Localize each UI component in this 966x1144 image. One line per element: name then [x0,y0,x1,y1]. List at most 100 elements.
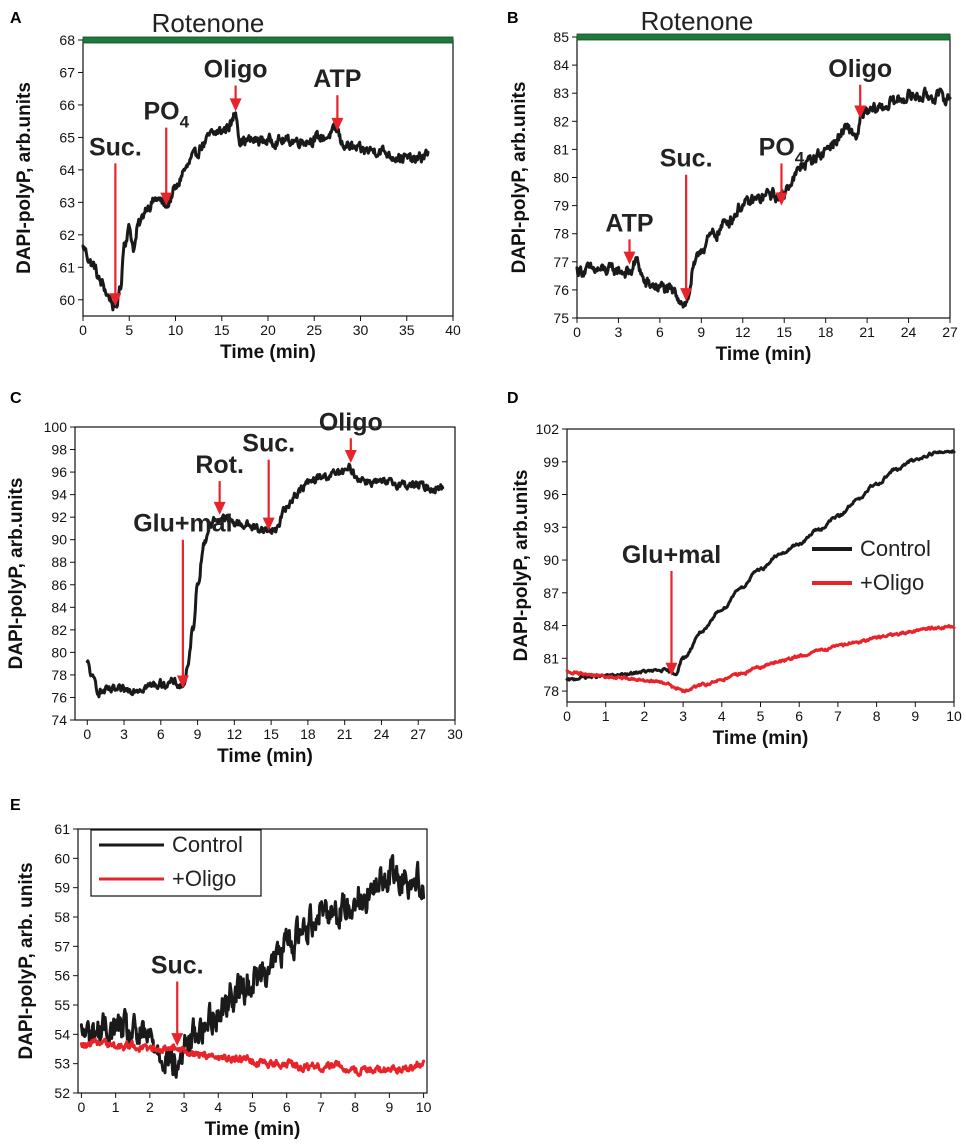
x-tick-label: 15 [263,726,279,742]
y-tick-label: 56 [54,968,70,984]
y-tick-label: 68 [59,32,75,48]
series-line-trace [85,462,445,699]
legend-label: +Oligo [172,866,236,891]
annotation-label: Suc. [89,133,142,161]
x-tick-label: 6 [157,726,165,742]
panel-letter-e: E [10,797,21,814]
y-tick-label: 76 [51,689,67,705]
x-tick-label: 9 [697,324,705,340]
y-tick-label: 66 [59,97,75,113]
x-tick-label: 10 [946,708,962,724]
x-tick-label: 40 [445,322,461,338]
x-tick-label: 35 [399,322,415,338]
panel-letter-c: C [10,390,22,407]
arrow-head [665,662,678,676]
x-axis-title: Time (min) [205,1119,301,1140]
x-tick-label: 9 [194,726,202,742]
y-tick-label: 84 [553,57,569,73]
y-tick-label: 65 [59,129,75,145]
panel-b: B 0 3 6 9 12 15 18 21 24 27 75 76 77 78 79 80 81 82 83 84 85… [507,6,958,365]
y-tick-label: 96 [51,464,67,480]
x-tick-label: 12 [227,726,243,742]
annotation-label: PO4 [759,133,805,167]
y-tick-label: 98 [51,442,67,458]
rotenone-label: Rotenone [641,6,754,36]
arrow-head [344,450,357,464]
x-tick-label: 0 [563,708,571,724]
arrow-head [775,192,788,206]
series-line-oligo [565,624,956,694]
panel-letter-d: D [507,390,519,407]
x-tick-label: 25 [306,322,322,338]
series-line-trace [81,111,430,312]
y-tick-label: 61 [54,821,70,837]
x-tick-label: 5 [125,322,133,338]
x-tick-label: 4 [718,708,726,724]
rotenone-label: Rotenone [152,8,265,38]
annotation-label: Glu+mal [133,510,232,538]
y-tick-label: 60 [54,850,70,866]
x-tick-label: 7 [317,1099,325,1115]
x-tick-label: 30 [353,322,369,338]
plot-frame [576,36,951,319]
y-tick-label: 92 [51,509,67,525]
y-tick-label: 76 [553,282,569,298]
y-tick-label: 90 [543,552,559,568]
x-tick-label: 9 [911,708,919,724]
y-tick-label: 59 [54,880,70,896]
panel-c: C 0 3 6 9 12 15 18 21 24 27 30 74 76 78 80 82 84 86 88 90 92… [6,390,463,767]
x-tick-label: 2 [146,1099,154,1115]
x-axis-title: Time (min) [217,746,313,767]
annotation-label: ATP [313,65,361,93]
x-tick-label: 20 [260,322,276,338]
y-tick-label: 74 [51,712,67,728]
annotation-label: Glu+mal [622,541,721,569]
x-tick-label: 10 [168,322,184,338]
x-tick-label: 0 [79,322,87,338]
series-line-trace [575,86,952,309]
y-tick-label: 87 [543,585,559,601]
x-tick-label: 2 [641,708,649,724]
y-tick-label: 88 [51,554,67,570]
arrow-head [213,501,226,515]
y-tick-label: 93 [543,519,559,535]
annotation-label: Suc. [660,145,713,173]
y-tick-label: 77 [553,254,569,270]
y-tick-label: 60 [59,292,75,308]
y-tick-label: 86 [51,577,67,593]
arrow-head [680,288,693,302]
annotation-label: PO4 [143,98,189,132]
x-tick-label: 3 [615,324,623,340]
x-tick-label: 6 [283,1099,291,1115]
x-tick-label: 8 [351,1099,359,1115]
annotation-label: Oligo [204,55,268,83]
arrow-head [229,98,242,112]
y-axis-title: DAPI-polyP, arb.units [511,470,532,662]
y-tick-label: 58 [54,909,70,925]
y-tick-label: 52 [54,1085,70,1101]
x-tick-label: 10 [416,1099,432,1115]
y-tick-label: 80 [553,170,569,186]
y-tick-label: 61 [59,259,75,275]
annotation-label: Suc. [242,430,295,458]
x-tick-label: 6 [795,708,803,724]
y-tick-label: 81 [553,141,569,157]
y-tick-label: 102 [536,421,560,437]
panel-letter-a: A [10,10,22,27]
plot-frame [74,426,456,721]
x-tick-label: 21 [337,726,353,742]
y-tick-label: 85 [553,29,569,45]
y-tick-label: 54 [54,1026,70,1042]
y-axis-title: DAPI-polyP, arb.units [6,478,27,670]
x-tick-label: 24 [901,324,917,340]
arrow-head [623,251,636,265]
y-tick-label: 90 [51,532,67,548]
y-tick-label: 62 [59,227,75,243]
y-tick-label: 84 [51,599,67,615]
y-tick-label: 78 [553,226,569,242]
x-tick-label: 8 [873,708,881,724]
x-tick-label: 3 [679,708,687,724]
